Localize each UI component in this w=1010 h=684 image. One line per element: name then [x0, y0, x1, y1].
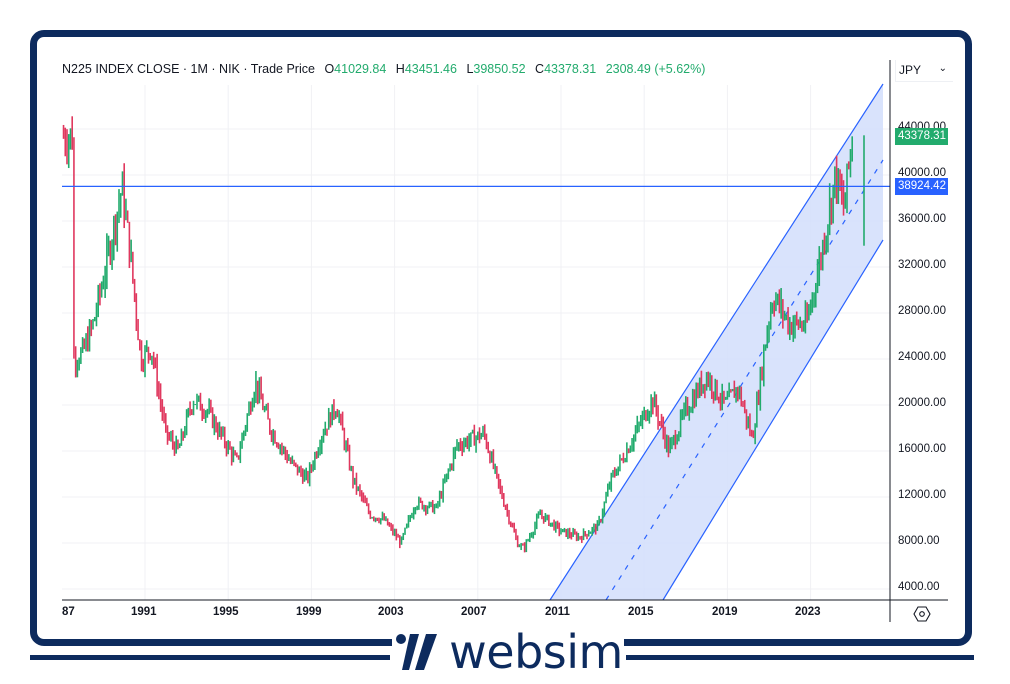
- close-value: 43378.31: [544, 62, 597, 76]
- time-axis-label: 87: [62, 606, 75, 618]
- time-axis-label: 2023: [795, 606, 821, 618]
- change-value: 2308.49 (+5.62%): [605, 62, 706, 76]
- last-price-tag: 43378.31: [895, 128, 948, 146]
- price-axis-label: 24000.00: [898, 351, 946, 363]
- chevron-down-icon: ⌄: [938, 63, 947, 74]
- price-axis-label: 4000.00: [898, 581, 940, 593]
- price-axis-label: 8000.00: [898, 535, 940, 547]
- price-axis-label: 40000.00: [898, 167, 946, 179]
- price-axis-label: 36000.00: [898, 213, 946, 225]
- footer-rule-right: [626, 655, 974, 660]
- time-axis-label: 1995: [213, 606, 239, 618]
- interval[interactable]: 1M: [190, 62, 208, 76]
- low-value: 39850.52: [473, 62, 526, 76]
- symbol-name[interactable]: N225 INDEX CLOSE: [62, 62, 180, 76]
- time-axis-label: 1991: [131, 606, 157, 618]
- horizontal-line-price-tag: 38924.42: [895, 178, 948, 196]
- time-axis-label: 2007: [461, 606, 487, 618]
- chart-legend: N225 INDEX CLOSE · 1M · NIK · Trade Pric…: [62, 62, 706, 76]
- open-value: 41029.84: [334, 62, 387, 76]
- exchange: NIK: [219, 62, 240, 76]
- time-axis-label: 2015: [628, 606, 654, 618]
- settings-icon[interactable]: [913, 606, 931, 622]
- currency-selector[interactable]: JPY ⌄: [895, 60, 953, 82]
- price-axis-label: 20000.00: [898, 397, 946, 409]
- time-axis-label: 2011: [545, 606, 570, 618]
- high-value: 43451.46: [404, 62, 457, 76]
- brand-footer: websim: [0, 622, 1010, 684]
- websim-logo-icon: [396, 634, 438, 670]
- price-axis-label: 32000.00: [898, 259, 946, 271]
- time-axis-label: 2003: [378, 606, 404, 618]
- price-axis-label: 28000.00: [898, 305, 946, 317]
- brand-name: websim: [449, 625, 623, 679]
- price-type: Trade Price: [250, 62, 315, 76]
- websim-logo: websim: [392, 625, 624, 679]
- time-axis-label: 1999: [296, 606, 322, 618]
- price-axis-label: 16000.00: [898, 443, 946, 455]
- time-axis-label: 2019: [712, 606, 738, 618]
- currency-label: JPY: [899, 63, 922, 77]
- footer-rule-left: [30, 655, 390, 660]
- price-axis-label: 12000.00: [898, 489, 946, 501]
